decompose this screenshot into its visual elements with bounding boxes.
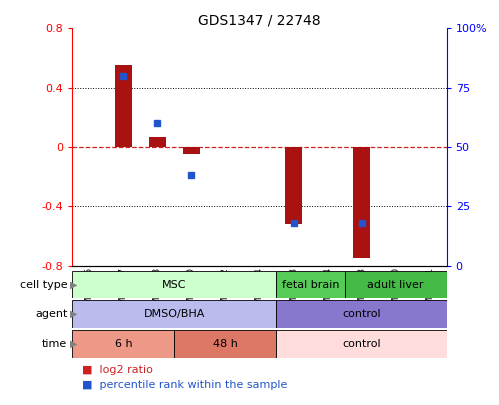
Bar [115,66,132,147]
Bar [149,136,166,147]
Text: MSC: MSC [162,279,187,290]
Bar [183,147,200,154]
Text: fetal brain: fetal brain [282,279,339,290]
Text: DMSO/BHA: DMSO/BHA [144,309,205,319]
Bar [353,147,370,258]
Bar [276,330,447,358]
Text: control: control [342,339,381,349]
Text: control: control [342,309,381,319]
Text: agent: agent [35,309,67,319]
Bar [276,271,344,298]
Bar [72,330,175,358]
Text: time: time [42,339,67,349]
Text: adult liver: adult liver [367,279,424,290]
Bar [285,147,302,224]
Bar [72,300,276,328]
Text: ■  percentile rank within the sample: ■ percentile rank within the sample [82,380,288,390]
Text: cell type: cell type [20,279,67,290]
Text: ▶: ▶ [70,279,77,290]
Bar [72,271,276,298]
Bar [175,330,276,358]
Text: ▶: ▶ [70,309,77,319]
Text: ▶: ▶ [70,339,77,349]
Title: GDS1347 / 22748: GDS1347 / 22748 [198,13,321,27]
Bar [276,300,447,328]
Text: 6 h: 6 h [115,339,132,349]
Text: ■  log2 ratio: ■ log2 ratio [82,365,153,375]
Text: 48 h: 48 h [213,339,238,349]
Bar [344,271,447,298]
